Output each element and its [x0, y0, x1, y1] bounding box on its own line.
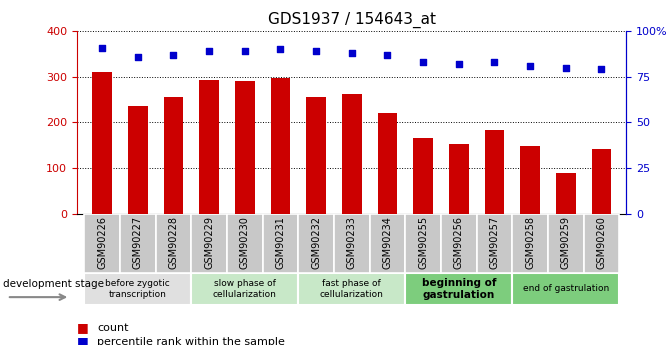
Bar	[120, 214, 155, 273]
Bar	[405, 214, 441, 273]
Point	[204, 48, 214, 54]
Point	[168, 52, 179, 58]
Bar	[84, 214, 120, 273]
Bar	[521, 146, 540, 214]
Point	[96, 45, 107, 50]
Point	[311, 48, 322, 54]
Text: ■: ■	[77, 335, 89, 345]
Bar	[92, 72, 112, 214]
Point	[525, 63, 535, 69]
Point	[382, 52, 393, 58]
Text: GSM90226: GSM90226	[97, 216, 107, 269]
Bar	[413, 138, 433, 214]
Bar	[370, 214, 405, 273]
Text: GSM90255: GSM90255	[418, 216, 428, 269]
Bar	[449, 145, 468, 214]
Point	[346, 50, 357, 56]
Text: GSM90258: GSM90258	[525, 216, 535, 269]
Bar	[405, 273, 513, 305]
Text: GSM90233: GSM90233	[347, 216, 356, 268]
Bar	[584, 214, 619, 273]
Text: GSM90259: GSM90259	[561, 216, 571, 269]
Bar	[271, 78, 290, 214]
Bar	[191, 273, 298, 305]
Text: GSM90256: GSM90256	[454, 216, 464, 269]
Bar	[513, 214, 548, 273]
Text: development stage: development stage	[3, 279, 105, 289]
Text: GSM90257: GSM90257	[490, 216, 499, 269]
Text: GSM90234: GSM90234	[383, 216, 393, 268]
Text: GSM90228: GSM90228	[168, 216, 178, 269]
Bar	[306, 97, 326, 214]
Point	[560, 65, 571, 70]
Text: GSM90231: GSM90231	[275, 216, 285, 268]
Bar	[263, 214, 298, 273]
Point	[417, 59, 428, 65]
Text: ■: ■	[77, 321, 89, 334]
Bar	[163, 97, 183, 214]
Text: GSM90229: GSM90229	[204, 216, 214, 269]
Point	[133, 54, 143, 59]
Text: fast phase of
cellularization: fast phase of cellularization	[320, 279, 384, 299]
Text: slow phase of
cellularization: slow phase of cellularization	[213, 279, 277, 299]
Point	[489, 59, 500, 65]
Bar	[199, 80, 219, 214]
Bar	[548, 214, 584, 273]
Bar	[235, 81, 255, 214]
Bar	[128, 106, 147, 214]
Bar	[484, 130, 505, 214]
Text: GSM90260: GSM90260	[596, 216, 606, 268]
Bar	[334, 214, 370, 273]
Bar	[342, 94, 362, 214]
Text: GSM90232: GSM90232	[311, 216, 321, 269]
Bar	[556, 173, 576, 214]
Bar	[191, 214, 227, 273]
Bar	[513, 273, 619, 305]
Bar	[298, 214, 334, 273]
Point	[239, 48, 250, 54]
Bar	[84, 273, 191, 305]
Text: count: count	[97, 323, 129, 333]
Bar	[476, 214, 513, 273]
Text: end of gastrulation: end of gastrulation	[523, 284, 609, 294]
Point	[275, 47, 286, 52]
Bar	[441, 214, 476, 273]
Text: GSM90230: GSM90230	[240, 216, 250, 268]
Bar	[227, 214, 263, 273]
Bar	[592, 149, 611, 214]
Bar	[155, 214, 191, 273]
Point	[596, 67, 607, 72]
Text: beginning of
gastrulation: beginning of gastrulation	[421, 278, 496, 300]
Bar	[298, 273, 405, 305]
Text: before zygotic
transcription: before zygotic transcription	[105, 279, 170, 299]
Point	[454, 61, 464, 67]
Text: GSM90227: GSM90227	[133, 216, 143, 269]
Text: percentile rank within the sample: percentile rank within the sample	[97, 337, 285, 345]
Bar	[378, 113, 397, 214]
Title: GDS1937 / 154643_at: GDS1937 / 154643_at	[268, 12, 436, 28]
